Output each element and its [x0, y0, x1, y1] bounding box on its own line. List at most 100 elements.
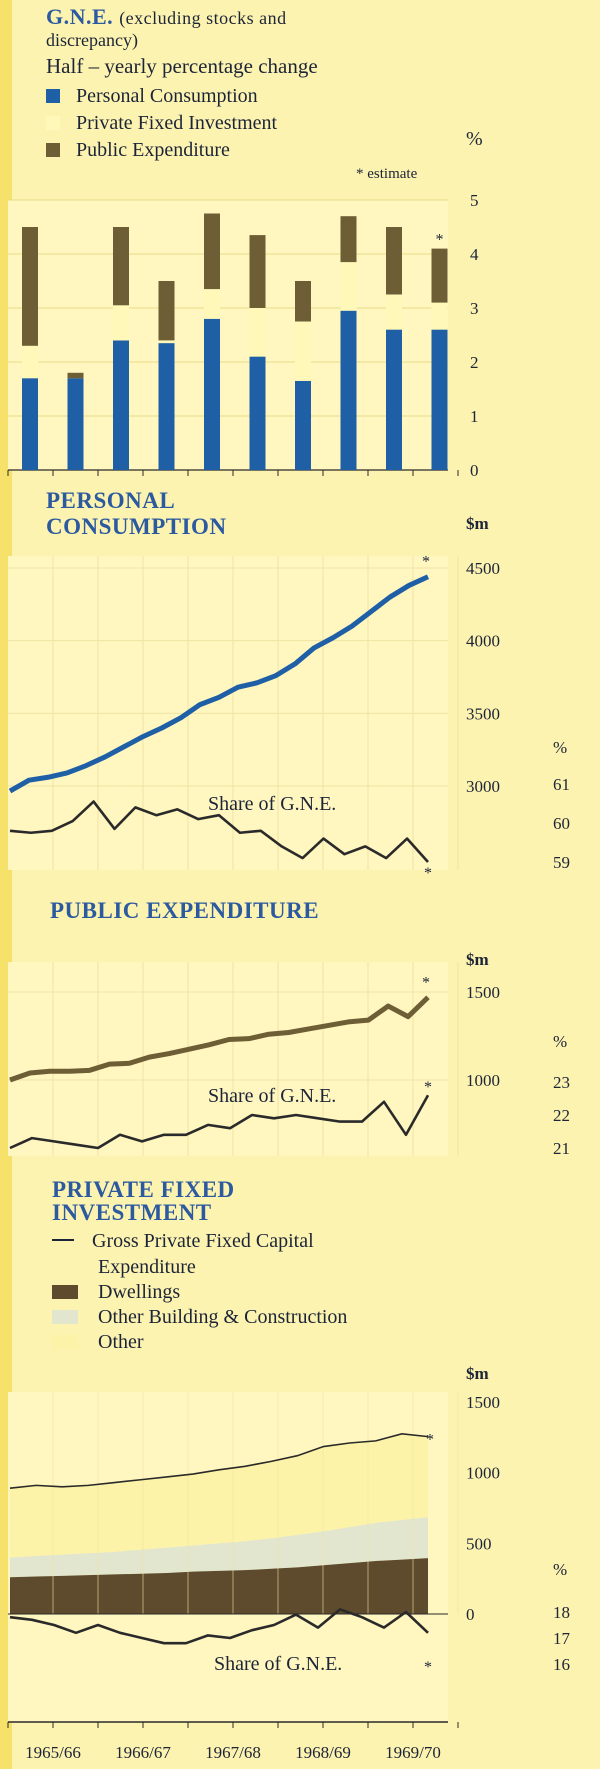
gne-bar-1	[249, 308, 266, 357]
private-share-line	[9, 1608, 429, 1645]
gne-unit: %	[466, 128, 483, 150]
gne-bar-0	[431, 329, 448, 470]
gne-bar-2	[295, 281, 311, 322]
private-y-tick: 1000	[466, 1464, 500, 1483]
gne-y-tick: 3	[470, 299, 479, 318]
g-public-share-tick: 23	[553, 1073, 570, 1092]
gne-bar-2	[158, 281, 175, 341]
legend-personal-label: Personal Consumption	[76, 85, 258, 107]
gne-bar-0	[386, 329, 402, 470]
swatch-other	[52, 1335, 78, 1349]
gne-bar-0	[249, 356, 266, 470]
personal-unit: $m	[466, 514, 489, 533]
private-legend-obc: Other Building & Construction	[52, 1306, 347, 1329]
private-asterisk: *	[426, 1432, 434, 1449]
swatch-dwellings	[52, 1285, 78, 1299]
g-public-plot-area	[8, 962, 448, 1156]
private-y-tick: 0	[466, 1605, 475, 1624]
x-axis-label: 1968/69	[295, 1743, 351, 1762]
personal-share-unit: %	[553, 738, 568, 757]
private-legend-dwellings: Dwellings	[52, 1281, 180, 1304]
g-public-share-line	[9, 1094, 430, 1150]
gne-bar-0	[340, 310, 357, 470]
g-personal-share-tick: 60	[553, 814, 570, 833]
private-legend-other: Other	[52, 1331, 144, 1354]
gne-bar-2	[386, 227, 402, 295]
g-personal-y-tick: 4500	[466, 559, 500, 578]
gne-bar-1	[431, 302, 448, 330]
gne-estimate-note: * estimate	[356, 166, 418, 182]
g-public-asterisk: *	[422, 974, 430, 991]
swatch-personal	[46, 89, 60, 103]
private-title-line2: INVESTMENT	[52, 1200, 212, 1225]
g-personal-main-line	[8, 574, 430, 794]
gne-bar-1	[340, 262, 357, 311]
gne-bar-1	[22, 345, 38, 379]
swatch-gpfce-line	[52, 1239, 74, 1241]
legend-dwellings-label: Dwellings	[98, 1281, 181, 1303]
g-personal-share-asterisk: *	[424, 865, 432, 882]
private-title: PRIVATE FIXED INVESTMENT	[52, 1178, 235, 1224]
gne-bar-1	[386, 294, 402, 330]
private-y-tick: 500	[466, 1534, 492, 1553]
x-axis-label: 1965/66	[25, 1743, 81, 1762]
legend-obc-label: Other Building & Construction	[98, 1306, 348, 1328]
swatch-public	[46, 143, 60, 157]
public-expenditure-chart: 1000 1500 * 21 22 23 Share of G.N.E. *	[8, 962, 570, 1158]
g-public-share-tick: 22	[553, 1106, 570, 1125]
public-share-unit: %	[553, 1032, 568, 1051]
personal-title-line2: CONSUMPTION	[46, 514, 227, 539]
gne-legend-public: Public Expenditure	[46, 139, 230, 162]
gne-legend-private: Private Fixed Investment	[46, 112, 277, 135]
swatch-obc	[52, 1310, 78, 1324]
personal-consumption-chart: 3000 3500 4000 4500 * 59 60 61 Share of G.N.E. *	[8, 554, 570, 882]
g-public-main-line	[9, 995, 430, 1083]
shared-x-axis: 1965/66 1966/67 1967/68 1968/69 1969/70	[7, 1721, 459, 1762]
gne-bar-1	[295, 321, 311, 381]
x-axis-label: 1969/70	[385, 1743, 441, 1762]
gne-estimate-asterisk: *	[436, 232, 444, 249]
gne-bar-2	[249, 235, 266, 308]
gne-title-note2: discrepancy)	[46, 30, 138, 50]
gne-bar-1	[113, 305, 129, 341]
g-personal-y-tick: 3000	[466, 777, 500, 796]
gne-bar-2	[431, 248, 448, 303]
private-share-tick: 17	[553, 1629, 571, 1648]
g-personal-share-line	[9, 800, 429, 863]
x-axis-label: 1966/67	[115, 1743, 171, 1762]
private-share-unit: %	[553, 1560, 568, 1579]
gne-subtitle: Half – yearly percentage change	[46, 54, 318, 78]
gne-y-tick: 4	[470, 245, 479, 264]
gne-bar-0	[113, 340, 129, 470]
gne-y-tick: 2	[470, 353, 479, 372]
private-unit: $m	[466, 1364, 489, 1383]
gne-bar-0	[22, 378, 38, 470]
gne-title-note: (excluding stocks and	[119, 8, 287, 28]
private-share-label: Share of G.N.E.	[214, 1653, 342, 1675]
gne-bar-0	[67, 378, 84, 470]
x-axis-label: 1967/68	[205, 1743, 261, 1762]
g-public-y-tick: 1000	[466, 1071, 500, 1090]
gne-y-tick: 1	[470, 407, 479, 426]
legend-other-label: Other	[98, 1331, 144, 1353]
g-personal-y-tick: 3500	[466, 704, 500, 723]
gne-title-text: G.N.E.	[46, 4, 114, 29]
private-share-tick: 16	[553, 1655, 570, 1674]
private-total-line	[9, 1432, 429, 1490]
gne-bar-1	[158, 340, 175, 344]
private-title-line1: PRIVATE FIXED	[52, 1177, 235, 1202]
g-personal-y-tick: 4000	[466, 632, 500, 651]
g-personal-share-tick: 59	[553, 853, 570, 872]
private-y-tick: 1500	[466, 1393, 500, 1412]
g-public-share-asterisk: *	[424, 1079, 432, 1096]
gne-bar-chart: 0 1 2 3 4 5 *	[7, 191, 479, 480]
public-unit: $m	[466, 950, 489, 969]
gne-y-tick: 5	[470, 191, 479, 210]
g-public-y-tick: 1500	[466, 983, 500, 1002]
swatch-private	[46, 116, 60, 130]
gne-bar-2	[204, 213, 220, 290]
gne-title: G.N.E. (excluding stocks and	[46, 4, 287, 30]
g-public-share-label: Share of G.N.E.	[208, 1085, 336, 1107]
